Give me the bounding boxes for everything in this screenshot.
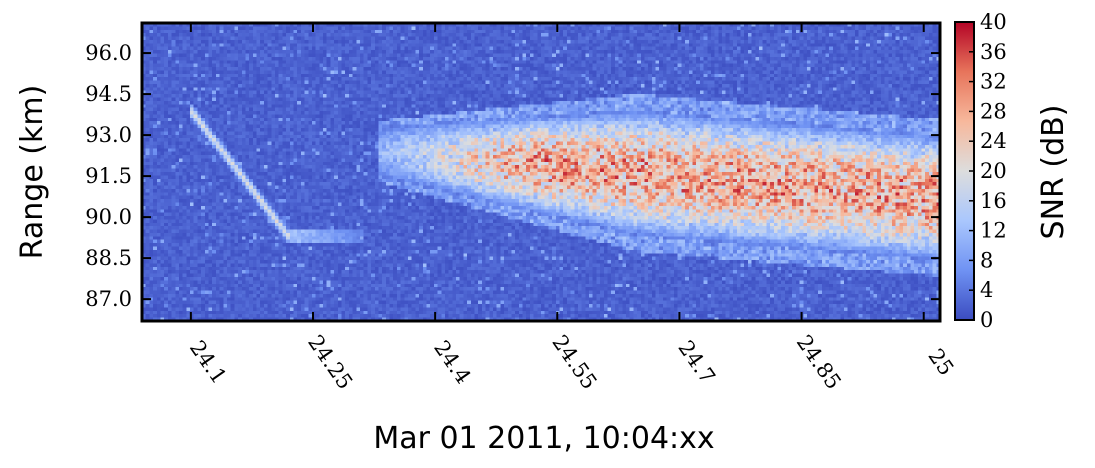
y-tick: 90.0 (85, 205, 940, 229)
plot-frame (140, 21, 942, 323)
colorbar: 0 4 8 12 16 20 24 28 32 36 40 (954, 10, 1007, 332)
y-tick-label: 88.5 (85, 246, 132, 270)
y-axis-ticks: 87.0 88.5 90.0 91.5 93.0 94.5 96.0 (85, 41, 940, 311)
y-tick-label: 90.0 (85, 205, 132, 229)
colorbar-tick-label: 24 (980, 129, 1007, 153)
colorbar-tick: 32 (969, 70, 1007, 94)
colorbar-tick-label: 0 (980, 308, 993, 332)
colorbar-tick-label: 36 (980, 40, 1007, 64)
colorbar-tick: 12 (969, 219, 1007, 243)
colorbar-tick: 24 (969, 129, 1007, 153)
y-tick-label: 87.0 (85, 287, 132, 311)
colorbar-tick-label: 32 (980, 70, 1007, 94)
y-tick: 88.5 (85, 246, 940, 270)
x-axis-title: Mar 01 2011, 10:04:xx (373, 421, 714, 456)
colorbar-tick-label: 16 (980, 189, 1007, 213)
y-tick: 87.0 (85, 287, 940, 311)
colorbar-tick-label: 20 (980, 159, 1007, 183)
y-axis-title: Range (km) (15, 85, 50, 260)
x-tick-label: 25 (923, 344, 958, 380)
colorbar-title: SNR (dB) (1036, 105, 1071, 240)
heatmap-cells (142, 23, 940, 321)
x-tick-label: 24.85 (792, 331, 846, 394)
x-tick-label: 24.7 (673, 336, 719, 388)
colorbar-tick: 4 (969, 278, 993, 302)
x-tick-label: 24.4 (429, 336, 475, 388)
colorbar-tick: 0 (969, 308, 993, 332)
colorbar-tick-label: 28 (980, 99, 1007, 123)
y-tick-label: 94.5 (85, 82, 132, 106)
y-tick-label: 91.5 (85, 164, 132, 188)
x-tick-label: 24.25 (303, 331, 357, 394)
colorbar-tick: 20 (969, 159, 1007, 183)
x-tick-label: 24.1 (185, 336, 231, 388)
colorbar-tick-label: 8 (980, 248, 993, 272)
colorbar-tick-label: 12 (980, 219, 1007, 243)
colorbar-tick-label: 40 (980, 10, 1007, 34)
colorbar-tick: 8 (969, 248, 993, 272)
y-tick: 91.5 (85, 164, 940, 188)
y-tick: 96.0 (85, 41, 940, 65)
y-tick: 94.5 (85, 82, 940, 106)
y-tick: 93.0 (85, 123, 940, 147)
y-tick-label: 96.0 (85, 41, 132, 65)
colorbar-tick: 40 (969, 10, 1007, 34)
x-tick-label: 24.55 (547, 331, 601, 394)
colorbar-tick: 28 (969, 99, 1007, 123)
colorbar-tick-label: 4 (980, 278, 993, 302)
colorbar-tick: 36 (969, 40, 1007, 64)
plot-area (140, 21, 942, 323)
colorbar-tick: 16 (969, 189, 1007, 213)
y-tick-label: 93.0 (85, 123, 132, 147)
